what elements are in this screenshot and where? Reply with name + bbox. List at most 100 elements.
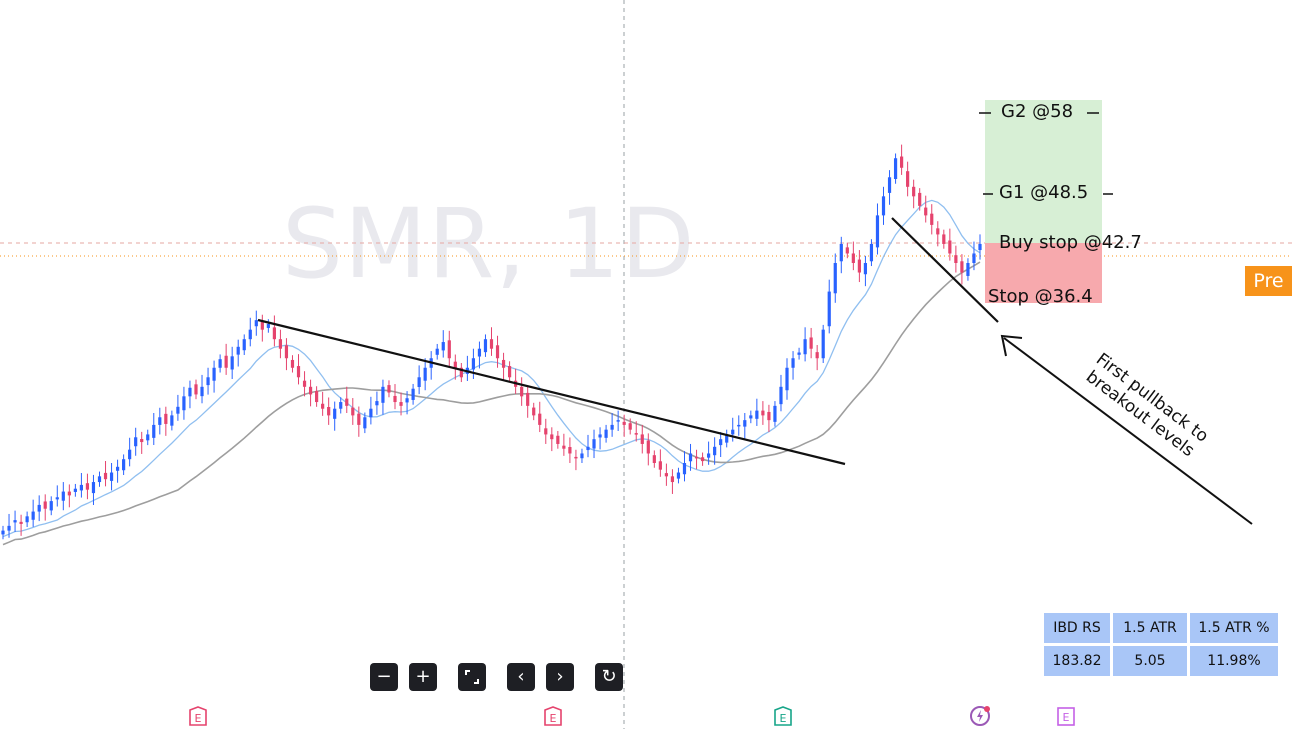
candle-body[interactable] xyxy=(532,407,536,416)
candle-body[interactable] xyxy=(435,348,439,355)
candle-body[interactable] xyxy=(809,337,813,349)
candle-body[interactable] xyxy=(489,339,494,349)
candle-body[interactable] xyxy=(7,525,11,531)
candle-body[interactable] xyxy=(845,247,849,254)
pullback-trendline[interactable] xyxy=(891,217,999,323)
candle-body[interactable] xyxy=(31,511,35,520)
candle-body[interactable] xyxy=(857,259,861,273)
candle-body[interactable] xyxy=(972,253,976,263)
candle-body[interactable] xyxy=(767,411,771,421)
candle-body[interactable] xyxy=(670,476,675,483)
candle-body[interactable] xyxy=(85,483,90,490)
candle-body[interactable] xyxy=(182,396,186,411)
candle-body[interactable] xyxy=(423,367,427,381)
candle-body[interactable] xyxy=(851,253,855,263)
candle-body[interactable] xyxy=(731,429,735,435)
candle-body[interactable] xyxy=(152,424,156,438)
candle-body[interactable] xyxy=(580,453,584,459)
candle-body[interactable] xyxy=(616,420,620,422)
candle-body[interactable] xyxy=(875,215,880,248)
candle-body[interactable] xyxy=(345,398,349,406)
candle-body[interactable] xyxy=(483,339,488,353)
reset-icon[interactable]: ↻ xyxy=(595,663,623,691)
candle-body[interactable] xyxy=(290,359,295,368)
candle-body[interactable] xyxy=(55,497,59,500)
scroll-right-icon[interactable]: › xyxy=(546,663,574,691)
candle-body[interactable] xyxy=(387,385,391,393)
candle-body[interactable] xyxy=(296,366,301,378)
candle-body[interactable] xyxy=(960,261,964,273)
candle-body[interactable] xyxy=(556,435,560,444)
candle-body[interactable] xyxy=(206,377,210,386)
candle-body[interactable] xyxy=(61,491,65,501)
candle-body[interactable] xyxy=(773,405,777,422)
candle-body[interactable] xyxy=(544,428,548,435)
candle-body[interactable] xyxy=(254,320,258,327)
candle-body[interactable] xyxy=(37,504,41,512)
candle-body[interactable] xyxy=(682,463,687,475)
candle-body[interactable] xyxy=(417,377,421,387)
descending-trendline[interactable] xyxy=(257,318,846,466)
candle-body[interactable] xyxy=(91,482,96,494)
candle-body[interactable] xyxy=(260,321,264,330)
candle-body[interactable] xyxy=(230,356,234,370)
candle-body[interactable] xyxy=(218,359,222,368)
candle-body[interactable] xyxy=(520,386,524,397)
candle-body[interactable] xyxy=(948,240,952,254)
candle-body[interactable] xyxy=(13,520,17,523)
earnings-event-icon[interactable]: E xyxy=(773,706,793,727)
candle-body[interactable] xyxy=(628,423,632,430)
candle-body[interactable] xyxy=(827,291,831,327)
candle-body[interactable] xyxy=(688,453,693,462)
candle-body[interactable] xyxy=(212,367,216,381)
candle-body[interactable] xyxy=(459,367,463,378)
candle-body[interactable] xyxy=(134,437,138,447)
candle-body[interactable] xyxy=(67,491,71,496)
candle-body[interactable] xyxy=(676,472,681,479)
candle-body[interactable] xyxy=(833,263,837,294)
candle-body[interactable] xyxy=(97,476,102,483)
candle-body[interactable] xyxy=(526,392,530,406)
candle-body[interactable] xyxy=(109,472,114,481)
candle-body[interactable] xyxy=(893,158,898,179)
candle-body[interactable] xyxy=(128,449,132,460)
candle-body[interactable] xyxy=(140,439,144,443)
candle-body[interactable] xyxy=(236,346,240,355)
candle-body[interactable] xyxy=(49,501,53,511)
candle-body[interactable] xyxy=(604,429,608,438)
candle-body[interactable] xyxy=(797,352,801,355)
candle-body[interactable] xyxy=(906,171,910,187)
candle-body[interactable] xyxy=(73,488,77,492)
candle-body[interactable] xyxy=(930,213,934,225)
candle-body[interactable] xyxy=(634,433,638,435)
candle-body[interactable] xyxy=(507,366,512,378)
candle-body[interactable] xyxy=(333,408,337,419)
candle-body[interactable] xyxy=(302,380,307,387)
candle-body[interactable] xyxy=(278,339,283,349)
candle-body[interactable] xyxy=(399,402,403,406)
candle-body[interactable] xyxy=(357,413,361,425)
candle-body[interactable] xyxy=(978,243,982,251)
candle-body[interactable] xyxy=(869,243,874,262)
candle-body[interactable] xyxy=(327,407,331,416)
candle-body[interactable] xyxy=(477,348,482,357)
candle-body[interactable] xyxy=(966,263,970,276)
candle-body[interactable] xyxy=(755,410,759,419)
candle-body[interactable] xyxy=(194,384,198,395)
candle-body[interactable] xyxy=(664,473,668,477)
candle-body[interactable] xyxy=(19,521,23,524)
candle-body[interactable] xyxy=(598,434,602,438)
earnings-event-icon[interactable]: E xyxy=(188,706,208,727)
candle-body[interactable] xyxy=(447,340,451,359)
candle-body[interactable] xyxy=(25,516,29,523)
candle-body[interactable] xyxy=(942,234,946,244)
candle-body[interactable] xyxy=(936,228,940,235)
candle-body[interactable] xyxy=(562,445,566,449)
candle-body[interactable] xyxy=(79,484,84,491)
candle-body[interactable] xyxy=(453,361,457,368)
candle-body[interactable] xyxy=(495,345,500,359)
candle-body[interactable] xyxy=(749,415,753,419)
candle-body[interactable] xyxy=(881,196,886,216)
candle-body[interactable] xyxy=(586,446,590,451)
